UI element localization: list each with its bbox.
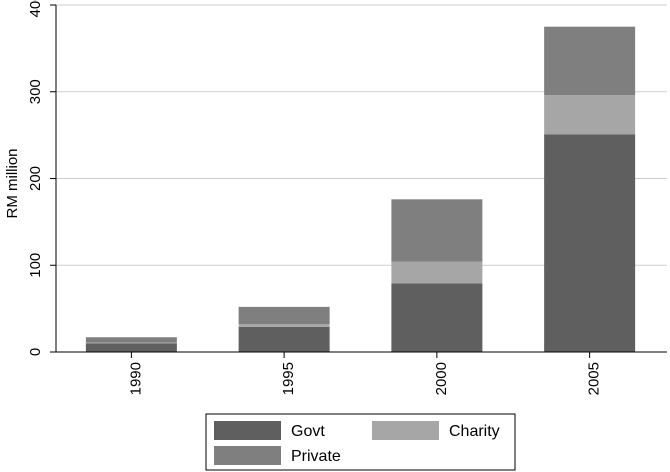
legend-label-govt: Govt bbox=[291, 423, 325, 440]
legend-swatch-govt bbox=[214, 421, 281, 440]
bar-govt-2005 bbox=[544, 134, 636, 352]
bar-private-1990 bbox=[85, 337, 177, 343]
bar-govt-1990 bbox=[85, 343, 177, 352]
bar-charity-2000 bbox=[391, 261, 483, 284]
bar-private-1995 bbox=[238, 306, 330, 325]
x-tick-label-2000: 2000 bbox=[433, 362, 450, 395]
legend: Govt Charity Private bbox=[205, 413, 516, 471]
x-tick-label-1990: 1990 bbox=[127, 362, 144, 395]
x-tick-label-1995: 1995 bbox=[280, 362, 297, 395]
y-tick-label-200: 200 bbox=[27, 166, 44, 191]
x-tick-label-2005: 2005 bbox=[586, 362, 603, 395]
legend-label-charity: Charity bbox=[449, 423, 500, 440]
bar-govt-2000 bbox=[391, 283, 483, 352]
bar-govt-1995 bbox=[238, 326, 330, 352]
y-tick-label-400: 400 bbox=[27, 0, 44, 18]
bar-charity-2005 bbox=[544, 95, 636, 135]
tick-labels: 1990 1995 2000 2005 0 100 200 300 400 bbox=[27, 0, 603, 395]
legend-swatch-private bbox=[214, 446, 281, 465]
bar-charity-1990 bbox=[85, 342, 177, 344]
y-axis-title: RM million bbox=[4, 148, 21, 218]
legend-swatch-charity bbox=[372, 421, 439, 440]
bar-private-2005 bbox=[544, 26, 636, 96]
bar-charity-1995 bbox=[238, 324, 330, 327]
bars bbox=[85, 26, 636, 352]
y-tick-label-100: 100 bbox=[27, 253, 44, 278]
axes bbox=[50, 4, 667, 358]
y-tick-label-0: 0 bbox=[27, 348, 44, 356]
legend-label-private: Private bbox=[291, 448, 341, 465]
y-tick-label-300: 300 bbox=[27, 79, 44, 104]
bar-private-2000 bbox=[391, 199, 483, 262]
